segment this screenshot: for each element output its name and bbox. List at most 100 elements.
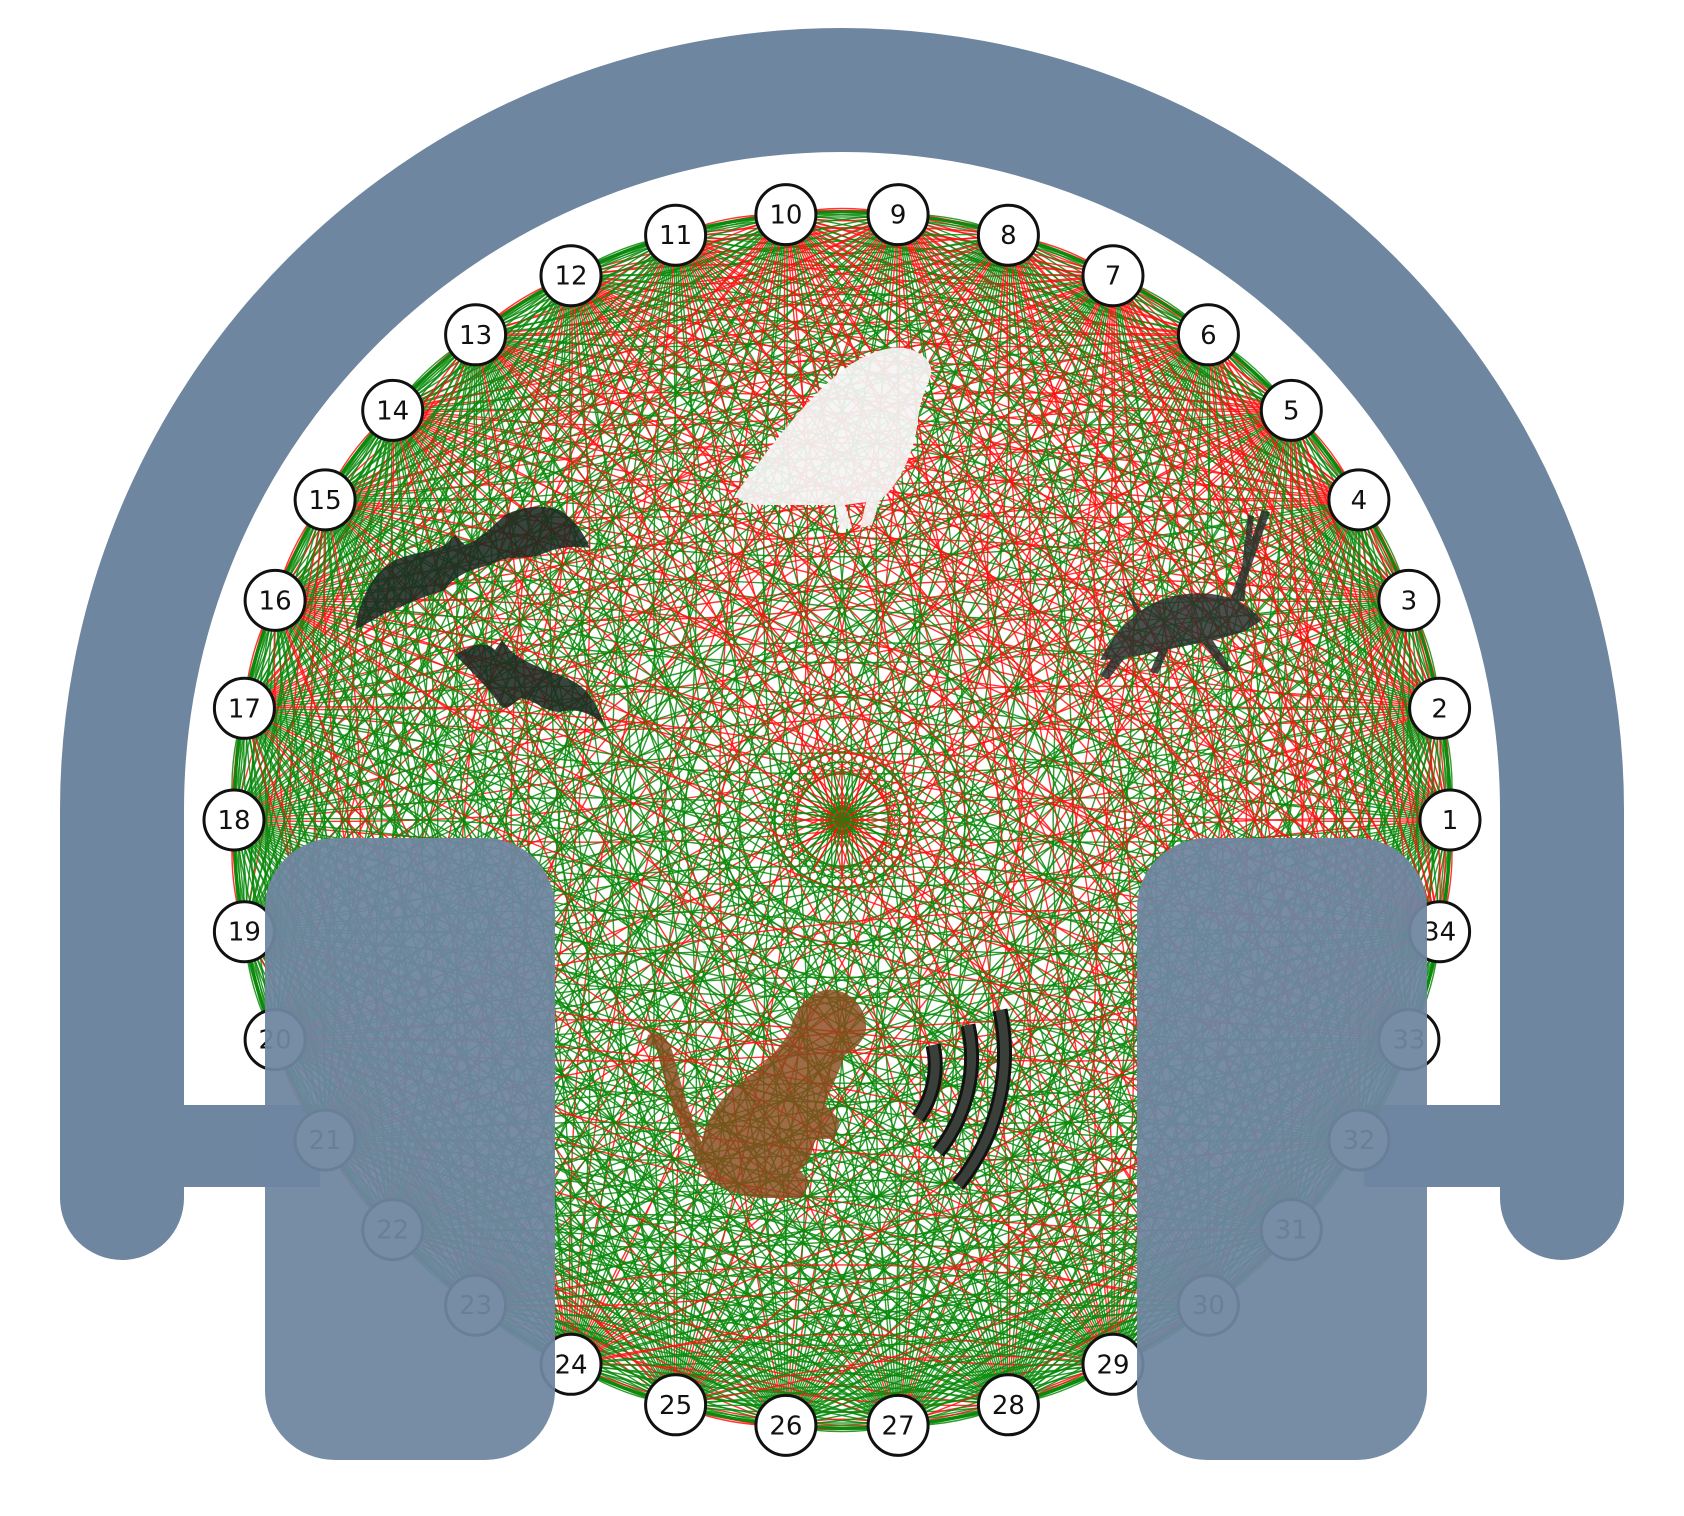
edge [475,1292,1114,1365]
edge [1358,499,1451,821]
edge [237,600,276,932]
hub-spoke [841,765,863,821]
hub-spoke [841,819,863,875]
edge [675,1404,1009,1424]
edge [1008,234,1292,411]
hub-spoke [791,819,843,850]
edge [785,334,1210,1426]
node-7: 7 [1081,244,1145,308]
edge [675,600,1410,1406]
node-label: 1 [1442,806,1459,836]
hub-spoke [812,769,843,821]
edge [475,213,787,336]
hub-spoke [821,819,843,875]
node-label: 18 [217,806,250,836]
edge [475,214,787,336]
node-4: 4 [1327,468,1391,532]
node-2: 2 [1408,676,1472,740]
edge [675,1303,1209,1406]
node-circle [866,183,930,247]
hub-ring [783,761,901,879]
node-circle [754,183,818,247]
edge [1207,334,1441,932]
edge [243,234,677,709]
edge [897,214,1209,336]
hub-spoke [841,819,897,841]
hub-spoke [787,819,843,841]
edge [570,499,1360,1365]
hub-spoke [804,819,843,865]
hub-spoke [841,809,900,821]
node-circle [866,1393,930,1457]
edge [785,213,1114,277]
hub-spoke [841,799,897,821]
edge [570,1363,899,1427]
edge [675,234,1292,412]
hub-spoke [797,819,843,858]
edge [392,707,1441,1231]
node-label: 2 [1431,694,1448,724]
edge [785,214,1360,501]
node-circle [976,1373,1040,1437]
edge [243,409,1292,933]
node-circle [1418,788,1482,852]
edge [675,410,1292,1406]
edge [392,409,1440,709]
sound-waves-icon [911,1008,1012,1190]
edge [233,499,326,821]
node-label: 8 [1000,221,1017,251]
edge [233,499,1359,821]
node-label: 11 [659,221,692,251]
edge [243,275,1114,933]
edge [1007,234,1292,412]
node-circle [539,244,603,308]
hub-spoke [841,762,853,821]
hub-spoke [841,769,872,821]
edge [243,410,394,709]
edge [275,578,1440,709]
bird-icon [735,347,932,530]
node-9: 9 [866,183,930,247]
edge [675,1355,1114,1406]
edge [475,599,1410,1306]
edge [570,1333,1114,1365]
grasshopper-icon [1100,510,1270,680]
hub-spoke [841,819,893,850]
edge [274,600,1009,1406]
edge [274,334,477,601]
node-16: 16 [243,568,307,632]
node-label: 17 [228,694,261,724]
hub-spoke [791,790,843,821]
hub-spoke [831,819,843,878]
edge [1290,410,1441,932]
center-hub [783,761,901,879]
node-25: 25 [644,1373,708,1437]
edge [274,214,787,602]
node-1: 1 [1418,788,1482,852]
hub-spoke [812,819,843,871]
edge [675,216,1009,236]
edge [570,275,1209,348]
edge [568,214,787,1365]
edge [785,214,1441,933]
edge [1007,234,1441,709]
monkey-icon [645,989,867,1198]
edge [570,213,899,277]
edge [475,1304,1114,1377]
edge [785,499,1360,1426]
edge [274,599,1209,1306]
edge [475,334,1451,821]
node-3: 3 [1377,568,1441,632]
edge [324,275,572,501]
node-label: 24 [554,1350,587,1380]
node-label: 19 [228,918,261,948]
node-circle [644,1373,708,1437]
node-circle [212,676,276,740]
hub-spoke [841,775,880,821]
node-label: 13 [459,321,492,351]
hub-spoke [831,762,843,821]
edge [243,707,1009,1406]
edge [392,234,1009,412]
node-label: 6 [1200,321,1217,351]
